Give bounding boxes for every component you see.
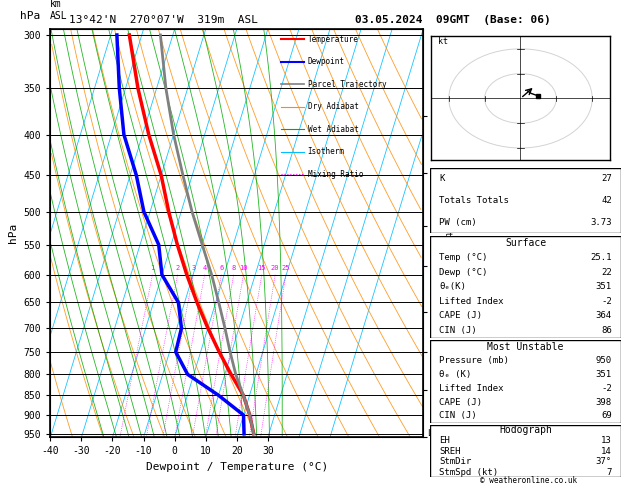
Text: Parcel Trajectory: Parcel Trajectory — [308, 80, 386, 89]
Text: SREH: SREH — [439, 447, 460, 455]
Text: © weatheronline.co.uk: © weatheronline.co.uk — [480, 475, 577, 485]
Text: 14: 14 — [601, 447, 612, 455]
Text: 1: 1 — [150, 265, 155, 271]
Text: 13: 13 — [601, 436, 612, 445]
Text: 7: 7 — [606, 468, 612, 476]
Text: -2: -2 — [601, 297, 612, 306]
Text: 42: 42 — [601, 196, 612, 205]
Text: θₑ (K): θₑ (K) — [439, 370, 472, 379]
FancyBboxPatch shape — [430, 236, 621, 338]
Text: 03.05.2024  09GMT  (Base: 06): 03.05.2024 09GMT (Base: 06) — [355, 15, 551, 25]
FancyBboxPatch shape — [430, 340, 621, 423]
Y-axis label: hPa: hPa — [8, 223, 18, 243]
Text: 25.1: 25.1 — [591, 253, 612, 262]
Text: Hodograph: Hodograph — [499, 425, 552, 435]
Text: Dry Adiabat: Dry Adiabat — [308, 102, 359, 111]
Text: 364: 364 — [596, 312, 612, 320]
Text: hPa: hPa — [21, 11, 41, 21]
Text: K: K — [439, 174, 445, 183]
Text: 22: 22 — [601, 268, 612, 277]
Text: 351: 351 — [596, 370, 612, 379]
Text: Dewpoint: Dewpoint — [308, 57, 345, 66]
Text: 25: 25 — [282, 265, 290, 271]
Text: CAPE (J): CAPE (J) — [439, 312, 482, 320]
Text: 2: 2 — [175, 265, 180, 271]
Text: 86: 86 — [601, 326, 612, 335]
Text: EH: EH — [439, 436, 450, 445]
Text: StmDir: StmDir — [439, 457, 472, 466]
Text: 8: 8 — [231, 265, 236, 271]
Text: Wet Adiabat: Wet Adiabat — [308, 125, 359, 134]
Text: 398: 398 — [596, 398, 612, 407]
Text: Temperature: Temperature — [308, 35, 359, 44]
Text: Most Unstable: Most Unstable — [487, 342, 564, 352]
Text: kt: kt — [438, 37, 448, 46]
Text: Pressure (mb): Pressure (mb) — [439, 356, 509, 365]
Text: 27: 27 — [601, 174, 612, 183]
Text: 37°: 37° — [596, 457, 612, 466]
Text: 13°42'N  270°07'W  319m  ASL: 13°42'N 270°07'W 319m ASL — [69, 15, 258, 25]
Text: CIN (J): CIN (J) — [439, 412, 477, 420]
Text: Totals Totals: Totals Totals — [439, 196, 509, 205]
Text: 6: 6 — [220, 265, 223, 271]
Text: 20: 20 — [271, 265, 279, 271]
X-axis label: Dewpoint / Temperature (°C): Dewpoint / Temperature (°C) — [145, 462, 328, 472]
FancyBboxPatch shape — [430, 168, 621, 233]
Text: Surface: Surface — [505, 238, 546, 248]
Text: 4: 4 — [203, 265, 207, 271]
Text: 351: 351 — [596, 282, 612, 291]
Text: Temp (°C): Temp (°C) — [439, 253, 487, 262]
Text: 10: 10 — [239, 265, 248, 271]
Text: LCL: LCL — [427, 429, 442, 438]
FancyBboxPatch shape — [430, 425, 621, 477]
Text: Isotherm: Isotherm — [308, 147, 345, 156]
Text: Dewp (°C): Dewp (°C) — [439, 268, 487, 277]
Text: Lifted Index: Lifted Index — [439, 384, 504, 393]
Text: km
ASL: km ASL — [50, 0, 68, 21]
Text: 69: 69 — [601, 412, 612, 420]
Text: θₑ(K): θₑ(K) — [439, 282, 466, 291]
Text: CIN (J): CIN (J) — [439, 326, 477, 335]
Y-axis label: Mixing Ratio (g/kg): Mixing Ratio (g/kg) — [443, 186, 452, 281]
Text: 950: 950 — [596, 356, 612, 365]
Text: StmSpd (kt): StmSpd (kt) — [439, 468, 498, 476]
Text: Lifted Index: Lifted Index — [439, 297, 504, 306]
Text: Mixing Ratio: Mixing Ratio — [308, 170, 363, 178]
Text: CAPE (J): CAPE (J) — [439, 398, 482, 407]
Text: 3.73: 3.73 — [591, 218, 612, 227]
Text: -2: -2 — [601, 384, 612, 393]
Text: 3: 3 — [191, 265, 196, 271]
Text: PW (cm): PW (cm) — [439, 218, 477, 227]
Text: 15: 15 — [257, 265, 266, 271]
